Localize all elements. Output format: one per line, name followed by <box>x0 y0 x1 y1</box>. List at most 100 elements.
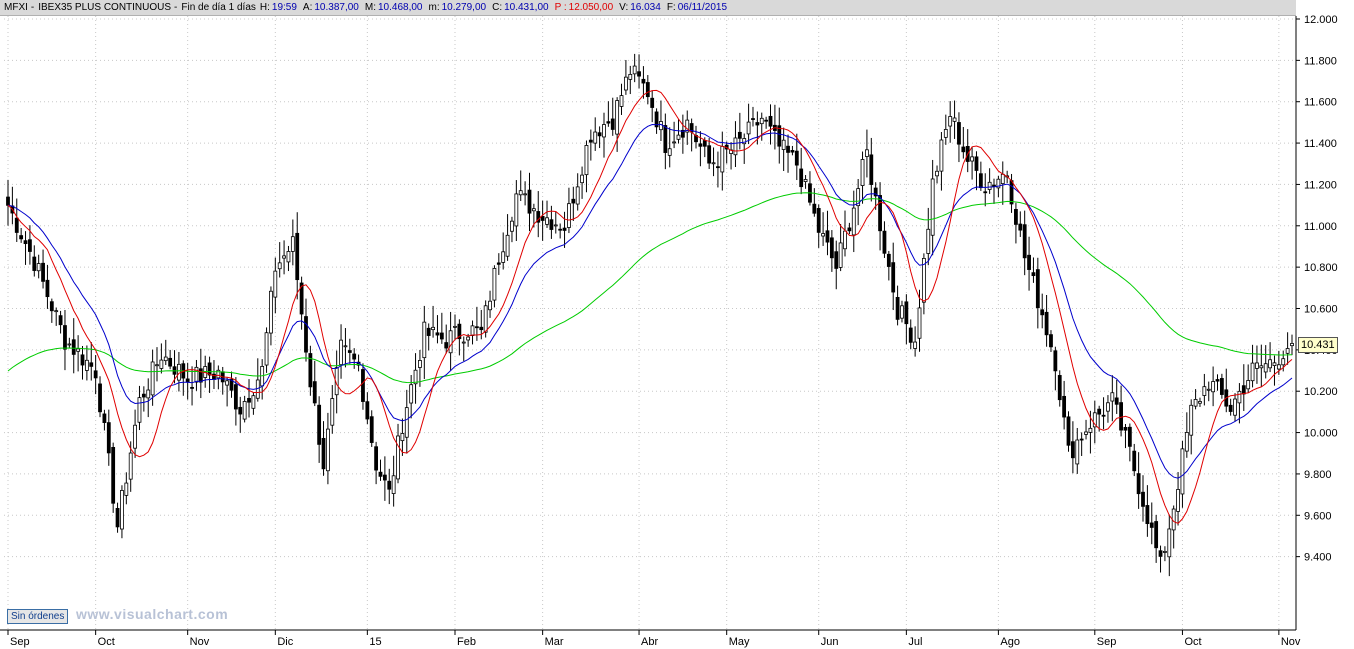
candle-body <box>1136 473 1141 495</box>
candle-body <box>76 348 81 352</box>
candle-body <box>1211 381 1216 393</box>
candle-body <box>98 383 102 413</box>
candle-body <box>510 220 514 232</box>
candle-body <box>948 116 953 127</box>
candle-body <box>632 65 637 75</box>
candle-body <box>396 435 400 480</box>
candle-body <box>242 401 247 420</box>
candle-body <box>825 230 830 243</box>
candle-body <box>365 401 370 420</box>
candle-body <box>45 279 50 298</box>
candle-body <box>957 122 961 145</box>
candle-body <box>391 475 396 494</box>
candle-body <box>1163 550 1167 553</box>
date-tick-label: May <box>729 636 750 648</box>
price-tick-label: 11.600 <box>1304 97 1337 109</box>
candle-body <box>501 251 506 263</box>
moving-average-mid-line <box>7 123 1293 479</box>
chart-grid <box>4 16 1296 630</box>
candle-body <box>1123 427 1128 431</box>
candle-body <box>886 253 891 267</box>
candle-body <box>1009 180 1014 205</box>
candle-body <box>904 301 909 325</box>
candle-body <box>1259 365 1264 369</box>
candle-body <box>84 359 89 371</box>
candle-body <box>1149 522 1154 528</box>
candle-body <box>146 389 151 399</box>
candle-body <box>339 339 343 365</box>
candle-body <box>1040 309 1045 316</box>
candle-body <box>23 240 28 245</box>
candle-body <box>286 251 291 263</box>
candle-body <box>575 186 580 205</box>
candle-body <box>1285 348 1290 354</box>
candle-body <box>128 452 133 480</box>
candle-body <box>216 369 221 379</box>
candle-body <box>781 139 786 150</box>
candle-body <box>895 296 900 320</box>
candle-body <box>1022 224 1027 259</box>
candle-body <box>1119 402 1123 431</box>
candle-body <box>312 381 317 404</box>
candle-body <box>908 327 913 343</box>
candle-body <box>1228 404 1233 412</box>
candle-body <box>531 208 536 212</box>
candle-body <box>970 156 974 162</box>
candle-body <box>1193 399 1198 407</box>
price-tick-label: 9.800 <box>1304 469 1332 481</box>
candle-body <box>1206 388 1211 391</box>
candle-body <box>89 362 94 367</box>
date-tick-label: Sep <box>10 636 30 648</box>
date-tick-label: Oct <box>98 636 115 648</box>
candle-body <box>869 154 874 185</box>
date-tick-label: Ago <box>1000 636 1020 648</box>
candle-body <box>343 345 348 348</box>
candle-body <box>80 354 85 366</box>
candle-body <box>251 395 256 409</box>
candle-body <box>602 124 606 138</box>
candle-body <box>41 262 45 282</box>
candle-body <box>623 76 628 91</box>
candle-body <box>737 131 742 139</box>
date-tick-label: Nov <box>190 636 210 648</box>
symbol-label: MFXI <box>4 2 28 13</box>
p-key: P : <box>554 2 567 13</box>
candle-body <box>1031 272 1036 277</box>
candle-body <box>865 149 869 157</box>
date-tick-label: Abr <box>641 636 658 648</box>
candle-body <box>562 227 567 231</box>
candle-body <box>873 187 878 197</box>
candle-body <box>264 332 269 366</box>
price-tick-label: 10.200 <box>1304 386 1338 398</box>
date-tick-label: Oct <box>1184 636 1201 648</box>
price-axis: 12.000 11.800 11.600 11.400 11.200 11.000 10.8… <box>1295 14 1338 630</box>
candle-body <box>163 356 168 362</box>
candle-body <box>444 342 449 349</box>
orders-button[interactable]: Sin órdenes <box>7 609 69 624</box>
close-value: 10.431,00 <box>504 2 549 13</box>
candle-body <box>1237 390 1242 404</box>
candle-body <box>479 326 484 331</box>
candle-body <box>1180 448 1185 495</box>
candle-body <box>448 330 453 354</box>
candle-body <box>141 393 146 398</box>
candle-body <box>672 141 677 144</box>
candle-body <box>413 369 418 385</box>
candle-body <box>935 170 939 177</box>
low-value: 10.279,00 <box>441 2 487 13</box>
candle-body <box>1272 362 1277 366</box>
candle-body <box>654 111 659 128</box>
candle-body <box>400 433 405 442</box>
candle-body <box>838 242 843 268</box>
candle-body <box>435 332 440 336</box>
candle-body <box>369 416 374 443</box>
candle-body <box>1101 414 1106 417</box>
candle-body <box>382 474 387 481</box>
candle-body <box>926 228 931 254</box>
candle-body <box>637 71 641 77</box>
candle-body <box>330 398 335 426</box>
instrument-name: IBEX35 PLUS CONTINUOUS <box>38 2 172 13</box>
price-tick-label: 11.000 <box>1304 221 1337 233</box>
candle-body <box>1189 404 1194 436</box>
